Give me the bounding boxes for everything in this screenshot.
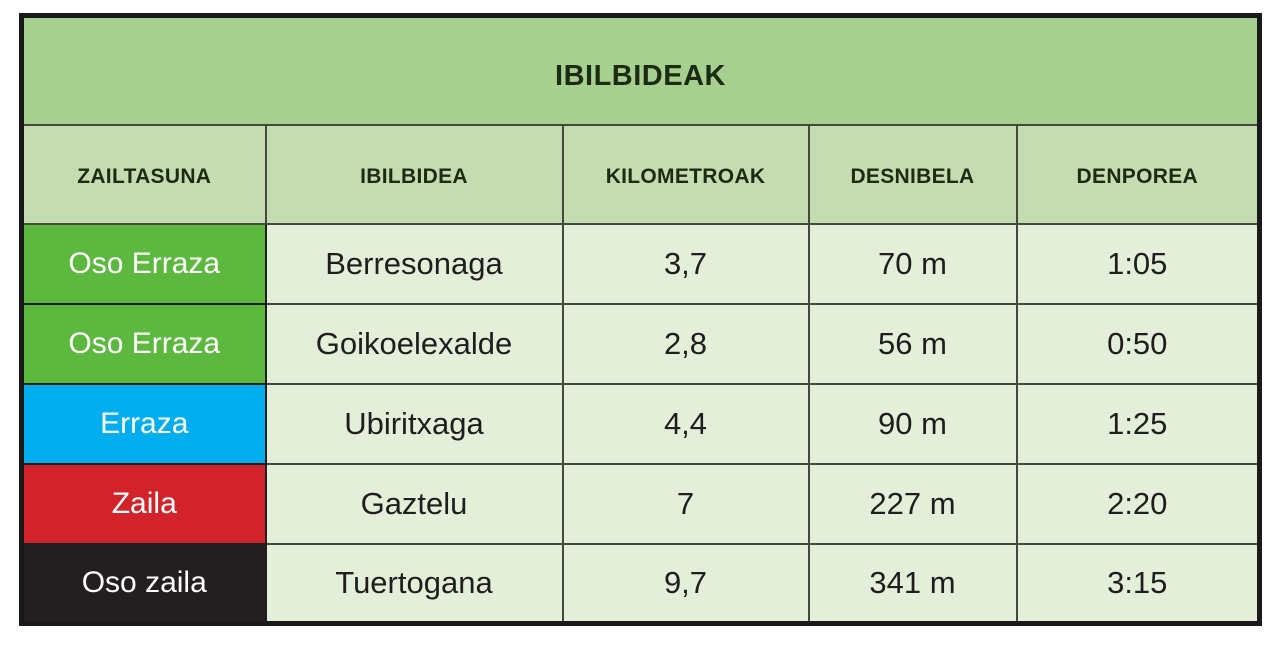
time-cell: 1:25: [1015, 382, 1261, 465]
column-header-time: Denporea: [1015, 124, 1261, 225]
time-cell: 1:05: [1015, 222, 1261, 305]
kilometers-cell: 4,4: [561, 382, 810, 465]
kilometers-cell: 2,8: [561, 302, 810, 385]
table-row: Oso Erraza Berresonaga 3,7 70 m 1:05: [20, 222, 1261, 305]
kilometers-cell: 9,7: [561, 542, 810, 625]
table-row: Oso zaila Tuertogana 9,7 341 m 3:15: [20, 542, 1261, 625]
elevation-cell: 341 m: [807, 542, 1018, 625]
column-header-difficulty: Zailtasuna: [20, 124, 267, 225]
route-cell: Berresonaga: [264, 222, 564, 305]
kilometers-cell: 3,7: [561, 222, 810, 305]
routes-table: Ibilbideak Zailtasuna Ibilbidea Kilometr…: [19, 13, 1263, 626]
column-header-kilometers: Kilometroak: [561, 124, 810, 225]
difficulty-cell: Zaila: [20, 462, 267, 545]
table-title-text: Ibilbideak: [555, 47, 726, 94]
difficulty-cell: Oso Erraza: [20, 302, 267, 385]
time-cell: 0:50: [1015, 302, 1261, 385]
kilometers-cell: 7: [561, 462, 810, 545]
elevation-cell: 70 m: [807, 222, 1018, 305]
time-cell: 3:15: [1015, 542, 1261, 625]
difficulty-cell: Erraza: [20, 382, 267, 465]
column-header-elevation: Desnibela: [807, 124, 1018, 225]
elevation-cell: 56 m: [807, 302, 1018, 385]
table-title: Ibilbideak: [20, 14, 1261, 127]
difficulty-cell: Oso Erraza: [20, 222, 267, 305]
route-cell: Gaztelu: [264, 462, 564, 545]
route-cell: Ubiritxaga: [264, 382, 564, 465]
elevation-cell: 90 m: [807, 382, 1018, 465]
route-cell: Tuertogana: [264, 542, 564, 625]
column-header-route: Ibilbidea: [264, 124, 564, 225]
difficulty-cell: Oso zaila: [20, 542, 267, 625]
time-cell: 2:20: [1015, 462, 1261, 545]
table-row: Zaila Gaztelu 7 227 m 2:20: [20, 462, 1261, 545]
route-cell: Goikoelexalde: [264, 302, 564, 385]
elevation-cell: 227 m: [807, 462, 1018, 545]
table-row: Oso Erraza Goikoelexalde 2,8 56 m 0:50: [20, 302, 1261, 385]
table-row: Erraza Ubiritxaga 4,4 90 m 1:25: [20, 382, 1261, 465]
